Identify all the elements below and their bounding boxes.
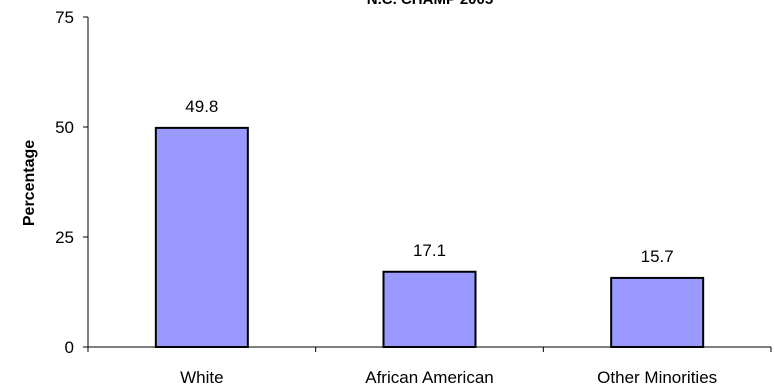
y-tick-label: 25 xyxy=(55,228,74,247)
bar-african-american xyxy=(382,270,477,349)
chart-title: N.C. CHAMP 2005 xyxy=(367,0,493,8)
bar-other-minorities xyxy=(610,276,705,349)
data-labels-group: 49.8 17.1 15.7 xyxy=(185,97,673,266)
bar-white xyxy=(154,126,249,348)
y-tick-label: 75 xyxy=(55,8,74,27)
data-label: 17.1 xyxy=(413,241,446,260)
y-axis: 0 25 50 75 xyxy=(55,8,88,357)
y-tick-label: 0 xyxy=(65,338,74,357)
y-axis-title: Percentage xyxy=(21,140,38,226)
y-tick-label: 50 xyxy=(55,118,74,137)
bars-group xyxy=(154,126,705,349)
x-axis: White African American Other Minorities xyxy=(87,347,772,386)
data-label: 15.7 xyxy=(641,247,674,266)
x-tick-label: African American xyxy=(365,368,494,386)
x-tick-label: Other Minorities xyxy=(597,368,717,386)
x-tick-label: White xyxy=(180,368,223,386)
data-label: 49.8 xyxy=(185,97,218,116)
